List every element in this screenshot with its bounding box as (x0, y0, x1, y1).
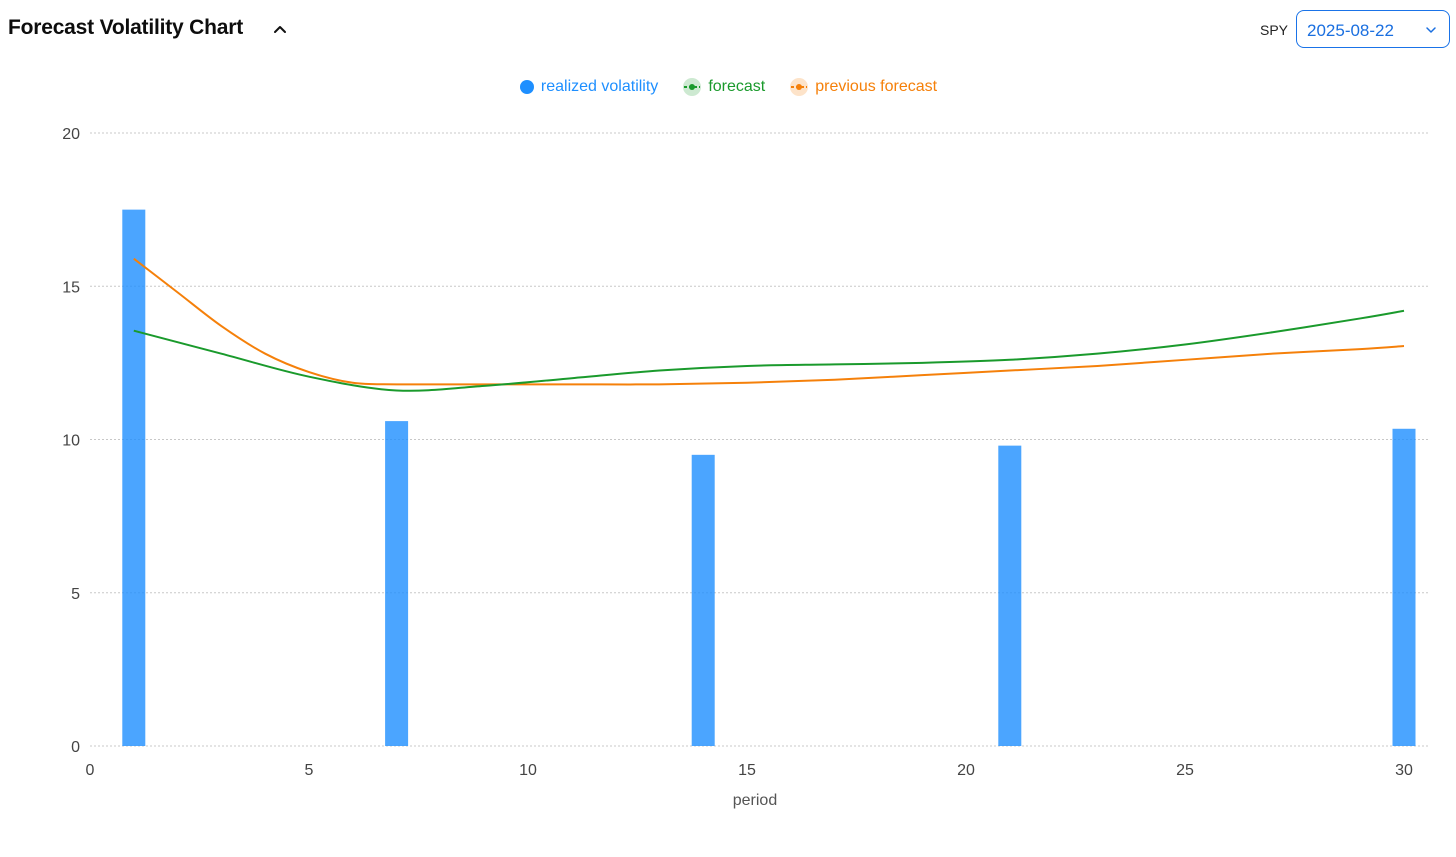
legend-item-realized[interactable]: realized volatility (519, 74, 658, 100)
axis-layer: 0 5 10 15 20 0 5 10 15 20 25 30 period (62, 126, 1413, 809)
bar (998, 445, 1022, 746)
collapse-button[interactable] (268, 18, 292, 42)
line-layer (133, 257, 1405, 392)
chevron-down-icon (1426, 27, 1436, 33)
x-tick-label: 30 (1395, 762, 1413, 779)
chevron-up-icon (274, 26, 286, 33)
legend-item-forecast[interactable]: forecast (682, 74, 765, 100)
x-tick-label: 20 (957, 762, 975, 779)
x-tick-label: 0 (86, 762, 95, 779)
bar (691, 454, 715, 746)
forecast-line (133, 309, 1405, 392)
x-tick-label: 10 (519, 762, 537, 779)
ticker-label: SPY (1260, 22, 1289, 38)
bar (385, 421, 409, 746)
chart-legend: realized volatility forecast previous fo… (0, 74, 1456, 100)
chart-header: Forecast Volatility Chart SPY 2025-08-22 (0, 0, 1456, 60)
y-tick-label: 15 (62, 279, 80, 296)
previous-forecast-line (133, 257, 1405, 386)
bar-layer (122, 209, 1416, 746)
line-dot-icon (790, 78, 809, 96)
bar (1392, 428, 1416, 746)
legend-label-forecast: forecast (708, 78, 766, 95)
date-select[interactable]: 2025-08-22 (1296, 10, 1450, 48)
line-dot-icon (683, 78, 702, 96)
bar (122, 209, 146, 746)
legend-item-previous-forecast[interactable]: previous forecast (789, 74, 937, 100)
x-axis-label: period (733, 792, 777, 809)
filled-circle-icon (519, 80, 534, 94)
y-tick-label: 20 (62, 126, 80, 143)
legend-label-realized: realized volatility (540, 78, 659, 95)
page-title: Forecast Volatility Chart (8, 16, 244, 39)
date-select-value: 2025-08-22 (1307, 21, 1394, 40)
x-tick-label: 25 (1176, 762, 1194, 779)
volatility-chart: 0 5 10 15 20 0 5 10 15 20 25 30 period (62, 126, 1428, 809)
x-tick-label: 15 (738, 762, 756, 779)
y-tick-label: 0 (71, 739, 80, 756)
legend-label-previous-forecast: previous forecast (815, 78, 938, 95)
y-tick-label: 5 (71, 586, 80, 603)
grid-layer (90, 132, 1428, 747)
x-tick-label: 5 (305, 762, 314, 779)
y-tick-label: 10 (62, 433, 80, 450)
